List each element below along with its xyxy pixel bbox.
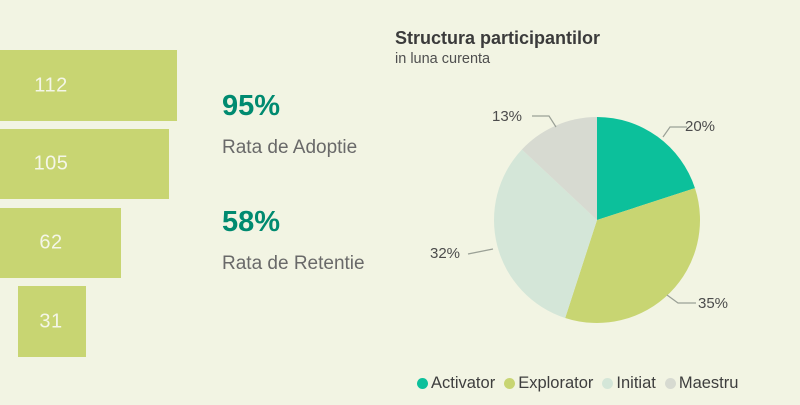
kpi-retentie-label: Rata de Retentie <box>222 253 365 274</box>
funnel-bar[interactable]: 105 <box>0 129 169 199</box>
kpi-adoptie-label: Rata de Adoptie <box>222 137 358 158</box>
legend-item-activator[interactable]: Activator <box>417 374 495 393</box>
kpi-retentie: 58% Rata de Retentie <box>222 208 365 275</box>
kpi-retentie-value: 58% <box>222 206 281 238</box>
legend-label: Explorator <box>518 374 594 392</box>
kpi-adoptie: 95% Rata de Adoptie <box>222 92 357 159</box>
pie-slice-explorator[interactable] <box>565 188 701 324</box>
legend-item-maestru[interactable]: Maestru <box>664 374 739 393</box>
funnel-chart: 112 105 62 31 <box>0 0 260 405</box>
pie-chart-subtitle: in luna curenta <box>395 51 491 67</box>
legend-item-explorator[interactable]: Explorator <box>504 374 593 393</box>
pie-percent-label: 20% <box>685 118 716 135</box>
pie-slice-activator[interactable] <box>597 117 695 220</box>
pie-legend: Activator Explorator Initiat Maestru <box>417 374 738 393</box>
pie-label-leader-line <box>467 248 494 255</box>
legend-label: Activator <box>431 374 496 392</box>
funnel-bar-value: 105 <box>33 152 69 175</box>
kpi-adoptie-value: 95% <box>222 90 281 122</box>
funnel-bar-value: 62 <box>39 231 63 254</box>
legend-color-dot <box>504 378 516 389</box>
funnel-bar[interactable]: 112 <box>0 50 177 121</box>
legend-color-dot <box>664 378 676 389</box>
funnel-bar[interactable]: 62 <box>0 208 121 278</box>
funnel-bar-value: 112 <box>34 74 68 96</box>
legend-item-initiat[interactable]: Initiat <box>602 374 656 393</box>
pie-chart-title: Structura participantilor <box>395 28 601 48</box>
pie-percent-label: 35% <box>698 295 729 312</box>
pie-slice-initiat[interactable] <box>494 149 597 318</box>
funnel-bar-value: 31 <box>39 310 63 332</box>
pie-percent-label: 13% <box>492 108 523 125</box>
legend-color-dot <box>417 378 428 389</box>
pie-label-leader-line <box>666 294 696 304</box>
pie-label-leader-line <box>532 115 557 128</box>
legend-label: Initiat <box>616 374 656 392</box>
legend-color-dot <box>602 378 614 389</box>
pie-percent-label: 32% <box>430 245 461 262</box>
funnel-bar[interactable]: 31 <box>18 286 86 357</box>
pie-label-leader-line <box>662 126 687 138</box>
legend-label: Maestru <box>678 374 739 392</box>
pie-slice-maestru[interactable] <box>521 117 597 220</box>
